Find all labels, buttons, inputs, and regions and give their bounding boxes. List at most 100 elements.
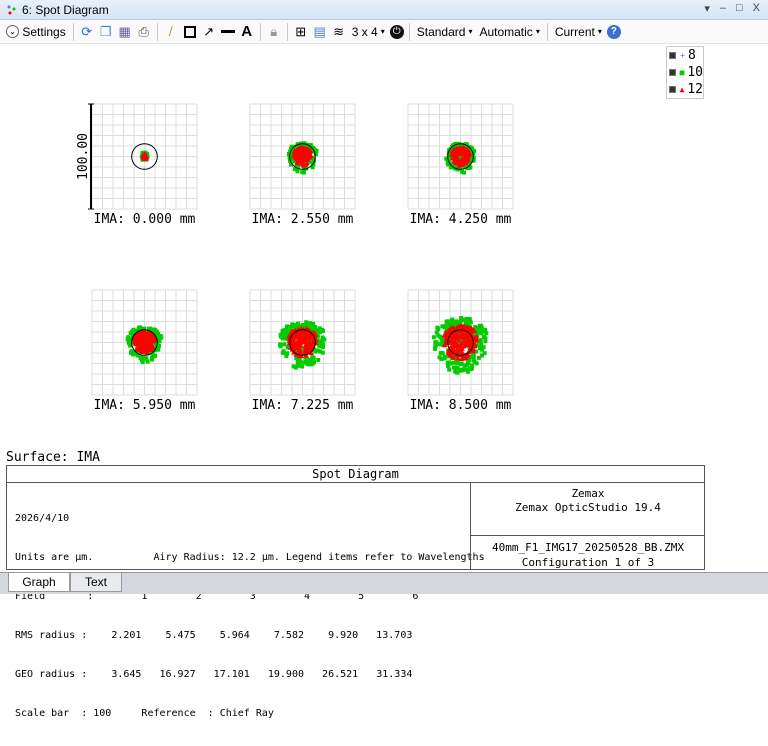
spot-point [460, 161, 466, 167]
company: Zemax [571, 487, 605, 500]
tab-text[interactable]: Text [70, 573, 122, 592]
minimize-button[interactable]: – [719, 2, 726, 14]
spot-point [142, 326, 147, 331]
spot-point [156, 332, 161, 337]
checkbox[interactable] [669, 52, 676, 59]
spot-point [451, 360, 456, 365]
settings-button[interactable]: ⌄ Settings [4, 22, 68, 42]
spot-point [294, 165, 299, 170]
spot-point [311, 162, 316, 167]
close-button[interactable]: X [752, 2, 760, 14]
help-icon[interactable]: ? [606, 24, 621, 39]
wavelength-legend: +8 ■ 10 ▲ 12 [666, 46, 704, 99]
spot-point [298, 161, 304, 166]
text-icon[interactable]: A [241, 23, 253, 40]
spot-point [320, 328, 325, 333]
print-icon[interactable]: ⎙ [138, 23, 149, 39]
spot-point [313, 148, 318, 153]
spot-point [318, 349, 323, 354]
current-dropdown[interactable]: Current ▾ [554, 24, 602, 39]
spot-point [466, 337, 472, 343]
spot-point [468, 354, 473, 359]
spot-point [309, 334, 315, 339]
spot-point [479, 326, 484, 331]
spot-point [465, 367, 470, 372]
pencil-icon[interactable]: / [168, 24, 173, 39]
power-icon[interactable]: ⏻ [389, 24, 404, 39]
spot-point [442, 325, 447, 330]
spot-point [293, 365, 298, 370]
spot-point [291, 157, 296, 162]
save-icon[interactable]: ▦ [118, 23, 131, 39]
standard-dropdown[interactable]: Standard ▾ [416, 24, 473, 39]
spot-point [310, 355, 315, 360]
spot-point [292, 146, 297, 151]
spot-point [303, 342, 309, 348]
spot-point [459, 344, 465, 349]
refresh-icon[interactable]: ⟳ [81, 23, 93, 39]
spot-point [280, 336, 285, 341]
legend-item[interactable]: +8 [667, 47, 703, 64]
spot-point [287, 328, 292, 333]
arrow-icon[interactable]: ↗ [203, 23, 215, 39]
tab-graph[interactable]: Graph [8, 573, 70, 592]
spot-point [285, 351, 290, 356]
spot-point [455, 336, 461, 341]
field-label: IMA: 8.500 mm [410, 398, 512, 413]
spot-point [318, 341, 323, 346]
spot-point [464, 142, 469, 147]
window-menu-button[interactable]: ▾ [704, 3, 710, 15]
spot-point [449, 327, 455, 332]
spot-point [471, 339, 477, 345]
checkbox[interactable] [669, 86, 676, 93]
rectangle-icon[interactable] [182, 24, 198, 40]
spot-point [434, 340, 439, 345]
spot-point [138, 325, 143, 330]
spot-point [482, 329, 487, 334]
spot-point [301, 346, 306, 351]
spot-point [303, 359, 308, 364]
legend-item[interactable]: ■ 10 [667, 64, 703, 81]
checkbox[interactable] [669, 69, 676, 76]
spot-point [153, 343, 158, 348]
spot-point [148, 334, 154, 340]
spot-point [458, 318, 463, 323]
spot-point [455, 355, 461, 361]
spot-point [132, 328, 137, 333]
spot-diagram-plots: IMA: 0.000 mm IMA: 2.550 mm IMA: 4.250 mm I… [76, 103, 514, 413]
maximize-button[interactable]: □ [736, 2, 743, 14]
spot-point [456, 333, 462, 338]
spot-point [303, 162, 309, 167]
spot-point [449, 147, 454, 152]
spot-point [151, 354, 156, 359]
spot-point [453, 356, 458, 361]
spot-point [305, 323, 310, 328]
spot-point [458, 151, 464, 157]
spot-point [303, 335, 309, 340]
spot-point [304, 320, 309, 325]
spot-point [282, 342, 287, 347]
line-icon[interactable] [220, 24, 236, 40]
window-icon[interactable]: ▤ [313, 23, 326, 39]
spot-point [448, 165, 453, 170]
spot-point [458, 155, 463, 160]
automatic-dropdown[interactable]: Automatic ▾ [479, 24, 540, 39]
spot-point [286, 152, 291, 157]
spot-point [320, 344, 325, 349]
lock-icon[interactable]: 🔒︎ [270, 23, 278, 39]
spot-point [459, 338, 464, 343]
layers-icon[interactable]: ≋ [333, 23, 345, 39]
legend-item[interactable]: ▲ 12 [667, 81, 703, 98]
spot-plot: IMA: 5.950 mm [91, 289, 198, 413]
spot-point [320, 350, 325, 355]
spot-point [298, 334, 304, 340]
copy-icon[interactable]: ❐ [99, 23, 112, 39]
spot-point [464, 146, 470, 152]
spot-point [442, 356, 447, 361]
spot-point [280, 328, 285, 333]
layout-dropdown[interactable]: 3 x 4 ▾ [351, 24, 385, 39]
spot-point [471, 327, 477, 333]
legend-label: 10 [687, 65, 703, 80]
spot-point [465, 331, 471, 337]
grid-icon[interactable]: ⊞ [295, 23, 307, 39]
